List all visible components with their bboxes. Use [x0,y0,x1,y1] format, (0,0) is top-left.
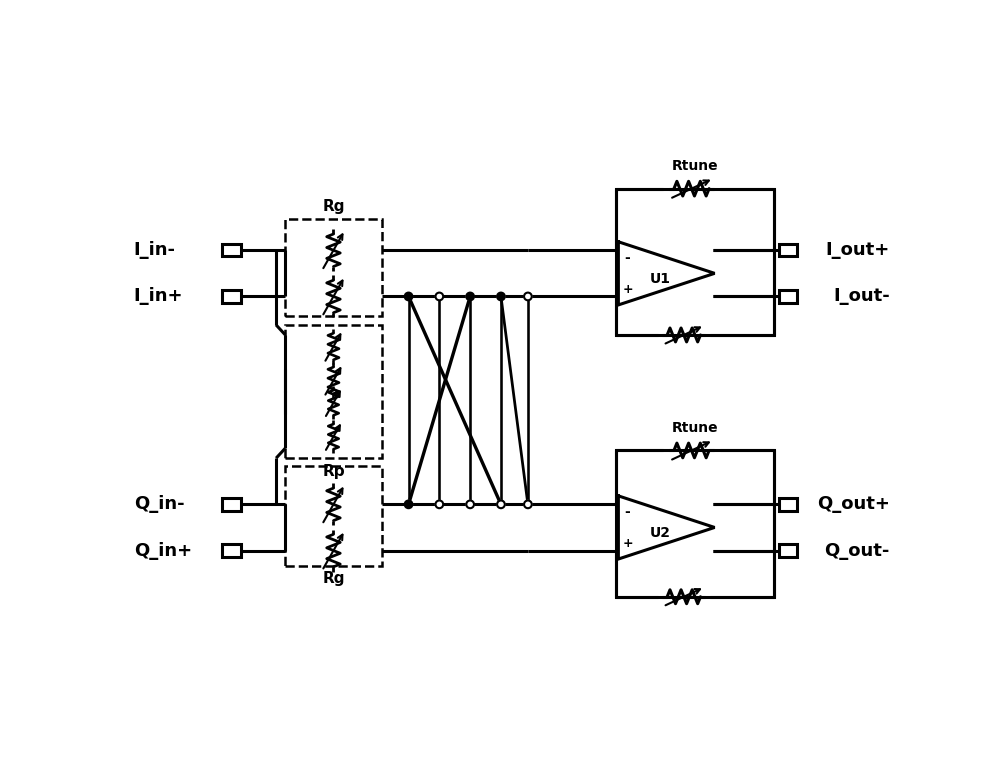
Circle shape [467,293,473,300]
Circle shape [405,500,412,508]
Bar [222,498,241,511]
Circle shape [498,293,504,300]
Text: Q_out+: Q_out+ [817,495,890,514]
Bar [285,219,382,316]
Bar [616,189,774,335]
Circle shape [436,293,443,300]
Circle shape [497,500,505,508]
Circle shape [436,500,443,508]
Text: Rtune: Rtune [672,421,719,435]
Text: Q_in-: Q_in- [134,495,184,514]
Bar [222,544,241,557]
Circle shape [405,293,412,300]
Text: I_in+: I_in+ [134,287,183,306]
Bar [779,244,797,256]
Text: Q_out-: Q_out- [824,541,890,560]
Text: +: + [622,283,633,296]
Bar [222,244,241,256]
Bar [779,290,797,303]
Bar [285,466,382,566]
Text: Q_in+: Q_in+ [134,541,192,560]
Circle shape [405,501,412,507]
Text: U2: U2 [650,526,671,540]
Bar [616,450,774,597]
Circle shape [524,500,532,508]
Text: I_out-: I_out- [833,287,890,306]
Circle shape [524,293,532,300]
Bar [779,498,797,511]
Bar [222,290,241,303]
Circle shape [497,293,505,300]
Text: -: - [625,504,630,519]
Text: U1: U1 [650,272,671,286]
Circle shape [466,500,474,508]
Text: Rp: Rp [322,464,345,478]
Text: I_in-: I_in- [134,241,176,259]
Circle shape [466,293,474,300]
Bar [779,544,797,557]
Text: Rg: Rg [322,199,345,214]
Text: Rtune: Rtune [672,159,719,173]
Text: +: + [622,537,633,550]
Bar [285,325,382,458]
Text: Rg: Rg [322,571,345,586]
Text: I_out+: I_out+ [826,241,890,259]
Text: -: - [625,250,630,265]
Circle shape [405,293,412,300]
